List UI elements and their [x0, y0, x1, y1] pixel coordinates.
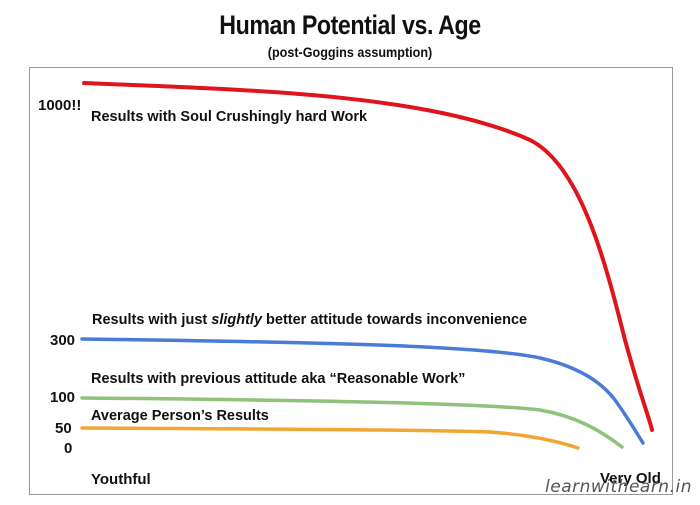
y-tick-label-0: 0 — [64, 440, 72, 457]
series-line-soul-crushing-work — [82, 81, 654, 432]
series-label-reasonable-work: Results with previous attitude aka “Reas… — [91, 371, 465, 387]
y-tick-label-100: 100 — [50, 389, 75, 406]
y-tick-label-1000: 1000!! — [38, 97, 81, 114]
series-line-reasonable-work — [80, 396, 624, 449]
watermark: learnwithearn.in — [545, 477, 692, 497]
chart-subtitle: (post-Goggins assumption) — [267, 44, 433, 60]
y-tick-label-50: 50 — [55, 420, 72, 437]
series-line-average-person — [80, 426, 580, 450]
series-line-slightly-better-attitude — [80, 337, 645, 445]
series-label-part: better attitude towards inconvenience — [262, 312, 527, 328]
x-tick-label-youthful: Youthful — [91, 471, 151, 488]
series-label-part: Results with just — [92, 312, 211, 328]
series-label-emphasis: slightly — [211, 312, 263, 328]
plot-frame — [29, 67, 673, 495]
chart-title: Human Potential vs. Age — [219, 10, 481, 40]
series-label-average-person: Average Person’s Results — [91, 408, 269, 424]
x-tick-label-very-old: Very Old — [600, 470, 661, 487]
series-label-slightly-better-attitude: Results with just slightly better attitu… — [92, 312, 527, 328]
series-label-soul-crushing-work: Results with Soul Crushingly hard Work — [91, 109, 368, 125]
y-tick-label-300: 300 — [50, 332, 75, 349]
